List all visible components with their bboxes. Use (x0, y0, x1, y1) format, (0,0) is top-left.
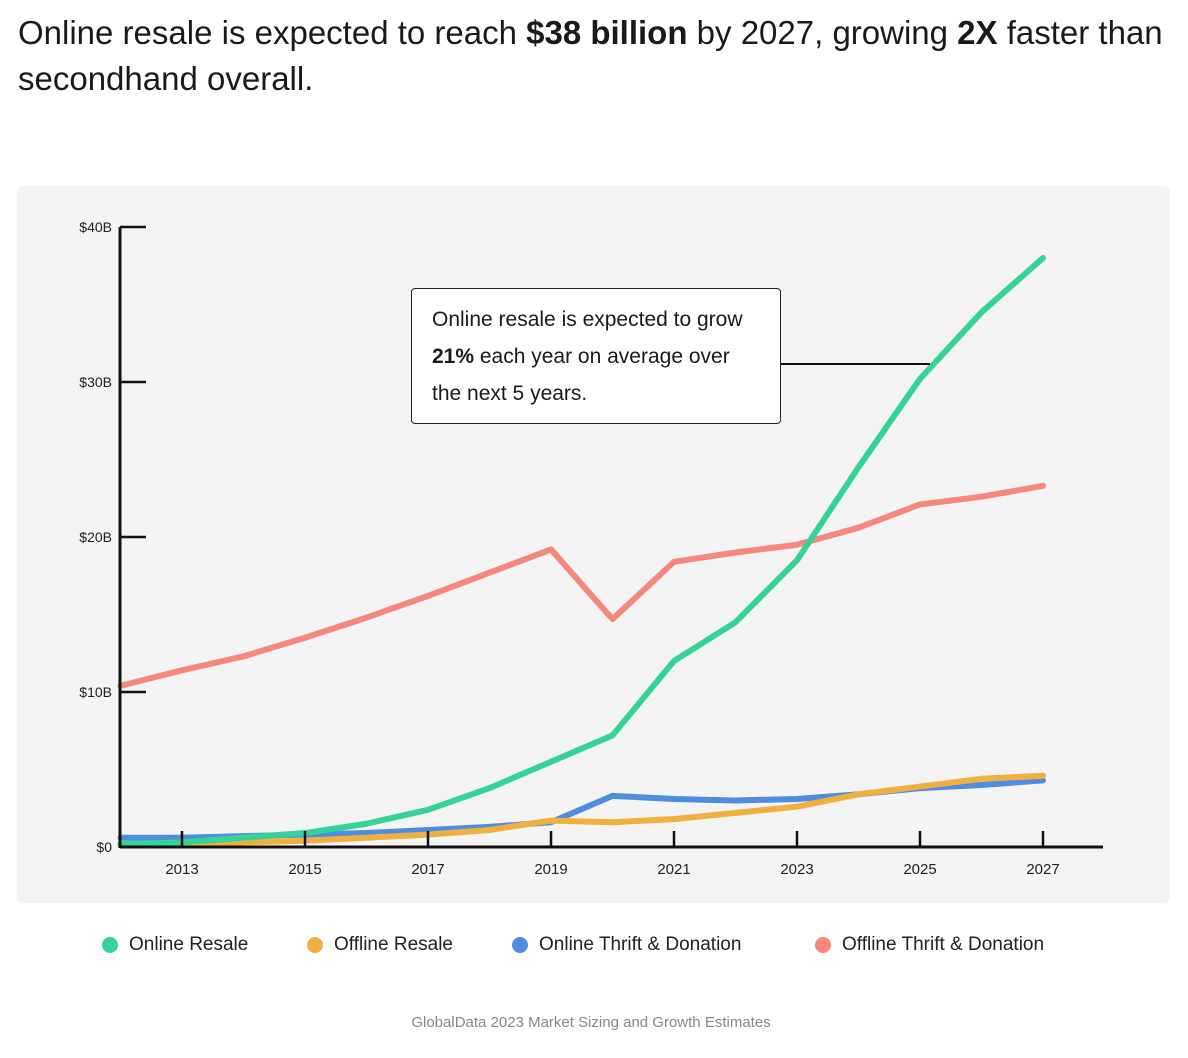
y-tick-label: $0 (96, 839, 112, 855)
headline-text: by 2027, growing (687, 14, 958, 51)
x-tick-label: 2017 (411, 861, 444, 878)
legend-label: Online Resale (129, 934, 249, 955)
legend-dot (815, 937, 831, 953)
headline-bold-amount: $38 billion (526, 14, 688, 51)
headline-bold-multiplier: 2X (957, 14, 998, 51)
x-tick-label: 2023 (780, 861, 813, 878)
legend-dot (512, 937, 528, 953)
series-line-offline-resale (117, 772, 1046, 849)
annotation-text: each year on average over the next 5 yea… (432, 345, 730, 405)
series-line-offline-thrift-donation (117, 482, 1046, 689)
x-tick-label: 2013 (165, 861, 198, 878)
legend-item-online-thrift: Online Thrift & Donation (512, 934, 741, 956)
y-tick-label: $30B (79, 374, 112, 390)
annotation-bold: 21% (432, 345, 475, 368)
headline-text: Online resale is expected to reach (18, 14, 527, 51)
x-tick-label: 2025 (903, 861, 936, 878)
legend-item-offline-resale: Offline Resale (307, 934, 453, 956)
y-tick-label: $20B (79, 529, 112, 545)
legend-item-online-resale: Online Resale (102, 934, 248, 956)
annotation-box: Online resale is expected to grow 21% ea… (411, 288, 781, 424)
legend-dot (307, 937, 323, 953)
y-tick-label: $10B (79, 684, 112, 700)
legend-item-offline-thrift: Offline Thrift & Donation (815, 934, 1044, 956)
x-tick-label: 2015 (288, 861, 321, 878)
x-tick-label: 2019 (534, 861, 567, 878)
legend-label: Offline Thrift & Donation (842, 934, 1045, 955)
source-note: GlobalData 2023 Market Sizing and Growth… (411, 1014, 771, 1031)
legend-label: Online Thrift & Donation (539, 934, 742, 955)
x-tick-label: 2021 (657, 861, 690, 878)
annotation-text: Online resale is expected to grow (432, 308, 743, 331)
legend-label: Offline Resale (334, 934, 453, 955)
y-tick-label: $40B (79, 219, 112, 235)
headline-text: faster than secondhand overall. (18, 14, 1163, 97)
series-line-online-resale (117, 255, 1046, 847)
headline: Online resale is expected to reach $38 b… (18, 10, 1178, 102)
legend-dot (102, 937, 118, 953)
x-tick-label: 2027 (1026, 861, 1059, 878)
